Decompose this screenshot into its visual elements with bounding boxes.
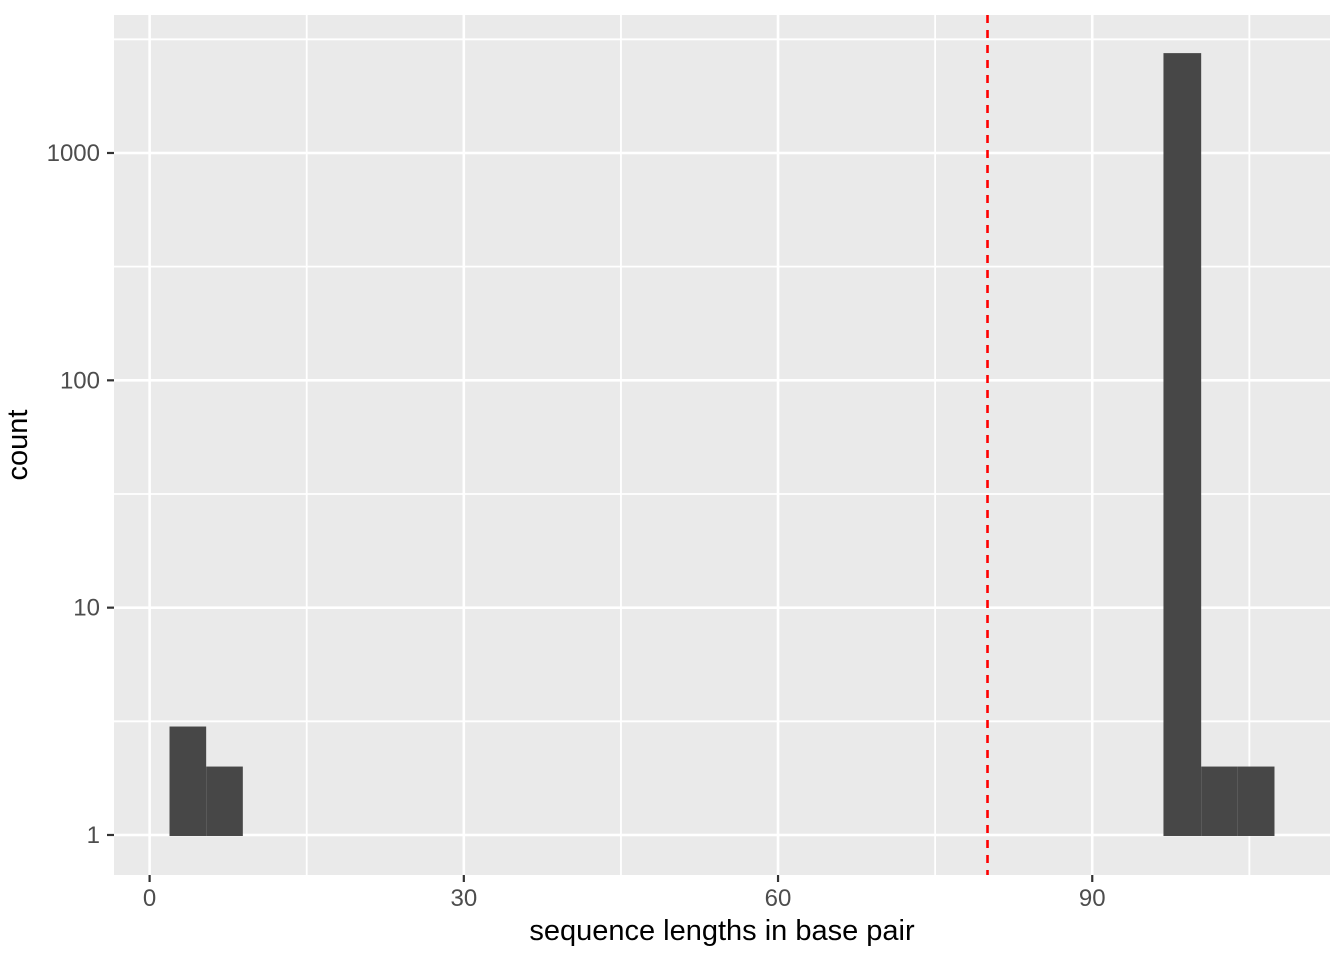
- histogram-bar: [1237, 766, 1275, 836]
- histogram-bar: [206, 766, 243, 836]
- histogram-bars: [169, 53, 1275, 836]
- y-tick-label: 10: [73, 595, 100, 622]
- y-tick-label: 1: [87, 822, 100, 849]
- y-tick-label: 1000: [47, 140, 100, 167]
- grid-lines: [114, 15, 1330, 875]
- histogram-bar: [1163, 53, 1202, 836]
- y-tick-label: 100: [60, 367, 100, 394]
- y-axis-title: count: [2, 410, 34, 481]
- x-axis-title: sequence lengths in base pair: [529, 915, 915, 947]
- histogram-bar: [1201, 766, 1238, 836]
- axis-ticks: [107, 151, 1094, 882]
- x-tick-label: 0: [143, 885, 156, 912]
- x-tick-label: 30: [450, 885, 477, 912]
- plot-panel: [114, 15, 1330, 875]
- x-tick-label: 60: [765, 885, 792, 912]
- x-tick-label: 90: [1079, 885, 1106, 912]
- axis-tick-labels: 0 30 60 90 1 10 100 1000: [47, 140, 1106, 912]
- panel-background: [114, 15, 1330, 875]
- histogram-bar: [169, 726, 207, 836]
